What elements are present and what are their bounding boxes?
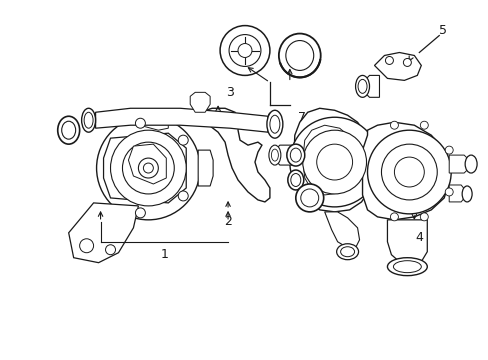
Circle shape — [295, 184, 323, 212]
Ellipse shape — [461, 186, 471, 202]
Circle shape — [420, 213, 427, 221]
Circle shape — [143, 163, 153, 173]
Ellipse shape — [393, 261, 421, 273]
Circle shape — [178, 191, 188, 201]
Polygon shape — [302, 125, 357, 195]
Ellipse shape — [268, 145, 280, 165]
Polygon shape — [143, 113, 168, 130]
Circle shape — [135, 118, 145, 128]
Circle shape — [220, 26, 269, 75]
Polygon shape — [386, 220, 427, 265]
Circle shape — [289, 117, 379, 207]
Polygon shape — [198, 150, 213, 186]
Ellipse shape — [278, 33, 320, 77]
Text: 7: 7 — [297, 111, 305, 124]
Polygon shape — [364, 75, 379, 97]
Circle shape — [367, 130, 450, 214]
Ellipse shape — [290, 148, 301, 162]
Ellipse shape — [286, 144, 304, 166]
Circle shape — [389, 213, 398, 221]
Ellipse shape — [464, 155, 476, 173]
Circle shape — [389, 121, 398, 129]
Ellipse shape — [269, 115, 279, 133]
Ellipse shape — [271, 149, 278, 161]
Ellipse shape — [285, 41, 313, 71]
Polygon shape — [324, 212, 359, 248]
Ellipse shape — [61, 121, 76, 139]
Circle shape — [178, 135, 188, 145]
Circle shape — [403, 58, 410, 67]
Circle shape — [80, 239, 93, 253]
Circle shape — [300, 189, 318, 207]
Circle shape — [444, 146, 452, 154]
Text: 5: 5 — [438, 24, 447, 37]
Ellipse shape — [287, 170, 303, 190]
Text: 1: 1 — [160, 248, 168, 261]
Polygon shape — [95, 108, 267, 132]
Circle shape — [381, 144, 436, 200]
Text: 4: 4 — [414, 231, 423, 244]
Circle shape — [420, 121, 427, 129]
Polygon shape — [448, 155, 468, 173]
Polygon shape — [128, 144, 166, 184]
Circle shape — [138, 158, 158, 178]
Polygon shape — [362, 122, 448, 220]
Polygon shape — [190, 92, 210, 112]
Ellipse shape — [266, 110, 282, 138]
Ellipse shape — [340, 247, 354, 257]
Polygon shape — [374, 53, 421, 80]
Circle shape — [122, 142, 174, 194]
Circle shape — [444, 188, 452, 196]
Circle shape — [135, 208, 145, 218]
Polygon shape — [274, 145, 294, 165]
Text: 6: 6 — [265, 111, 273, 124]
Ellipse shape — [336, 244, 358, 260]
Ellipse shape — [386, 258, 427, 276]
Circle shape — [316, 144, 352, 180]
Circle shape — [302, 130, 366, 194]
Circle shape — [105, 245, 115, 255]
Polygon shape — [293, 108, 373, 212]
Polygon shape — [448, 185, 464, 202]
Ellipse shape — [357, 80, 366, 93]
Circle shape — [110, 130, 186, 206]
Circle shape — [238, 44, 251, 58]
Circle shape — [394, 157, 424, 187]
Polygon shape — [195, 108, 269, 202]
Text: 2: 2 — [224, 215, 231, 228]
Ellipse shape — [290, 174, 300, 186]
Circle shape — [96, 116, 200, 220]
Polygon shape — [68, 203, 138, 263]
Circle shape — [228, 35, 261, 67]
Ellipse shape — [84, 112, 93, 128]
Polygon shape — [103, 133, 186, 203]
Ellipse shape — [355, 75, 369, 97]
Text: 3: 3 — [225, 86, 234, 99]
Ellipse shape — [81, 108, 95, 132]
Ellipse shape — [58, 116, 80, 144]
Circle shape — [385, 57, 393, 64]
